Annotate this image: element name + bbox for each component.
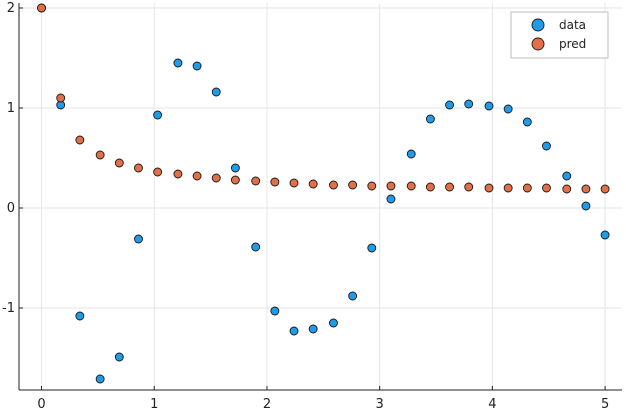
- data-point-20: [425, 114, 435, 124]
- grid: [19, 3, 622, 390]
- pred-point-5: [134, 163, 143, 173]
- pred-point-20: [425, 182, 435, 192]
- data-point-10: [230, 163, 240, 173]
- y-tick-label-3: 2: [7, 1, 15, 16]
- data-point-28: [581, 201, 591, 211]
- x-tick-label-1: 1: [150, 397, 158, 412]
- data-point-21: [445, 100, 455, 110]
- legend-label-pred: pred: [559, 37, 586, 51]
- pred-point-13: [289, 178, 299, 188]
- pred-point-7: [173, 169, 183, 179]
- data-point-12: [270, 306, 280, 316]
- pred-point-4: [114, 158, 124, 168]
- pred-point-19: [406, 181, 416, 191]
- data-point-4: [114, 352, 124, 362]
- pred-point-28: [581, 184, 591, 194]
- data-point-2: [75, 311, 85, 321]
- data-points: [37, 3, 610, 384]
- data-point-7: [173, 58, 183, 68]
- pred-point-15: [329, 180, 338, 190]
- data-point-16: [348, 291, 358, 301]
- tick-labels: 0 1 2 3 4 5 -1 0 1 2: [2, 1, 609, 412]
- pred-point-25: [522, 183, 532, 193]
- data-point-14: [308, 324, 318, 334]
- pred-point-8: [192, 171, 202, 181]
- pred-point-12: [270, 177, 280, 187]
- pred-point-0: [37, 3, 46, 13]
- data-point-26: [542, 141, 551, 151]
- legend-marker-pred: [531, 37, 545, 51]
- x-tick-label-4: 4: [488, 397, 496, 412]
- pred-point-21: [445, 182, 455, 192]
- x-tick-label-5: 5: [601, 397, 609, 412]
- pred-point-18: [386, 181, 396, 191]
- x-tick-label-0: 0: [37, 397, 45, 412]
- pred-point-27: [562, 184, 572, 194]
- data-point-19: [406, 149, 416, 159]
- data-point-27: [562, 171, 572, 181]
- data-point-17: [367, 243, 377, 253]
- data-point-13: [289, 326, 299, 336]
- pred-point-29: [600, 184, 610, 194]
- legend-box: [510, 11, 609, 59]
- data-point-6: [153, 110, 163, 120]
- pred-point-10: [230, 175, 240, 185]
- data-point-29: [600, 230, 610, 240]
- data-point-22: [464, 99, 474, 109]
- pred-point-6: [153, 167, 163, 177]
- pred-point-17: [367, 181, 377, 191]
- data-point-23: [484, 101, 494, 111]
- data-point-15: [329, 318, 338, 328]
- pred-point-3: [95, 150, 105, 160]
- data-point-24: [503, 104, 513, 114]
- legend: data pred: [510, 11, 609, 59]
- pred-point-16: [348, 180, 358, 190]
- data-point-11: [251, 242, 261, 252]
- data-point-25: [522, 117, 532, 127]
- data-point-8: [192, 61, 202, 71]
- axes: [18, 3, 622, 391]
- pred-point-23: [484, 183, 494, 193]
- pred-point-26: [542, 183, 551, 193]
- pred-point-1: [56, 93, 66, 103]
- x-tick-label-2: 2: [263, 397, 271, 412]
- data-point-5: [134, 234, 143, 244]
- data-point-3: [95, 374, 105, 384]
- pred-point-11: [251, 176, 261, 186]
- pred-point-14: [308, 179, 318, 189]
- legend-label-data: data: [559, 18, 586, 32]
- data-point-9: [211, 87, 221, 97]
- y-tick-label-2: 1: [7, 101, 15, 116]
- pred-point-24: [503, 183, 513, 193]
- legend-marker-data: [531, 18, 545, 32]
- x-tick-label-3: 3: [376, 397, 384, 412]
- y-tick-label-1: 0: [7, 201, 15, 216]
- pred-point-2: [75, 135, 85, 145]
- pred-point-9: [211, 173, 221, 183]
- pred-point-22: [464, 182, 474, 192]
- y-tick-label-0: -1: [2, 301, 15, 316]
- data-point-18: [386, 194, 396, 204]
